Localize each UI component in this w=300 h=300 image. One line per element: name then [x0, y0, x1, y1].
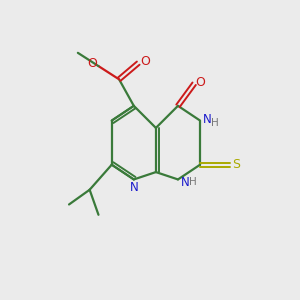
Text: N: N — [129, 181, 138, 194]
Text: O: O — [140, 55, 150, 68]
Text: H: H — [189, 177, 197, 187]
Text: O: O — [87, 57, 97, 70]
Text: N: N — [203, 112, 212, 126]
Text: O: O — [196, 76, 206, 89]
Text: N: N — [181, 176, 190, 189]
Text: H: H — [212, 118, 219, 128]
Text: S: S — [232, 158, 240, 171]
